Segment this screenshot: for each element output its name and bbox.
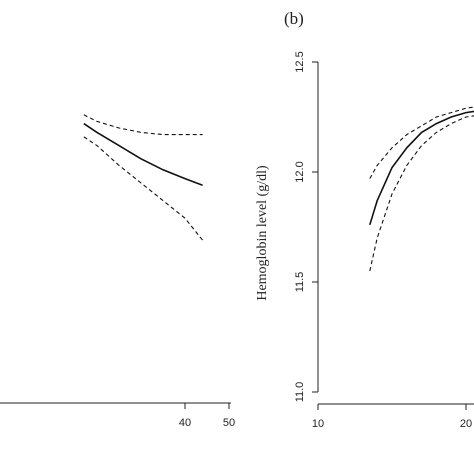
panel-a-series-ci-line	[83, 114, 203, 136]
panel-a-series-estimate-line	[83, 122, 203, 186]
panel-a-x-ticks: 40 50	[179, 403, 235, 429]
panel-b-x-tick-label: 10	[312, 418, 324, 430]
panel-b-x-ticks: 10 20	[312, 404, 472, 430]
panel-b-x-tick-label: 20	[460, 418, 472, 430]
panel-a-x-tick-label: 50	[223, 417, 235, 429]
panel-a-x-tick-label: 40	[179, 417, 191, 429]
panel-b-series-estimate-line	[369, 110, 474, 226]
panel-b-series	[369, 106, 474, 272]
panel-a-series-ci-line	[83, 136, 204, 241]
panel-b-label: (b)	[284, 9, 304, 28]
panel-b-y-tick-label: 11.5	[294, 272, 306, 293]
panel-b-y-ticks: 11.0 11.5 12.0 12.5	[294, 51, 318, 402]
panel-b-y-axis-title: Hemoglobin level (g/dl)	[255, 165, 270, 301]
panel-b-y-tick-label: 12.0	[294, 161, 306, 182]
panel-a: 40 50	[0, 114, 235, 429]
panel-b-series-ci-line	[369, 115, 474, 272]
panel-b: (b) Hemoglobin level (g/dl) 11.0 11.5 12.0…	[255, 9, 474, 430]
panel-b-y-tick-label: 12.5	[294, 51, 306, 72]
panel-b-y-tick-label: 11.0	[294, 382, 306, 403]
panel-a-series	[83, 114, 204, 241]
